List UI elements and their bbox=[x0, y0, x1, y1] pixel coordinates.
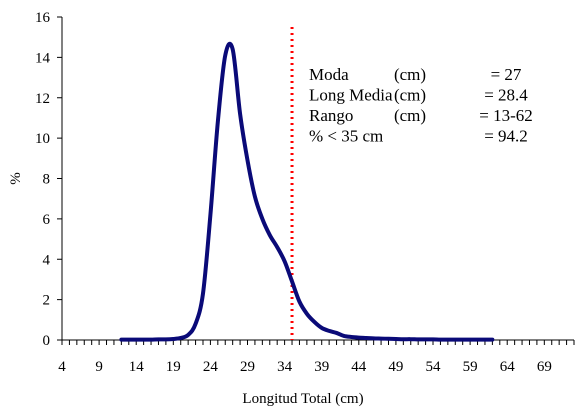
annotation-label: % < 35 cm bbox=[309, 127, 383, 146]
x-tick-label: 14 bbox=[129, 359, 145, 375]
y-tick-label: 16 bbox=[35, 10, 51, 26]
x-tick-label: 29 bbox=[240, 359, 255, 375]
y-tick-label: 8 bbox=[43, 172, 51, 188]
y-axis-ticks: 0 2 4 6 8 10 12 14 16 bbox=[35, 10, 62, 349]
x-tick-label: 49 bbox=[388, 359, 403, 375]
annotation-box: Moda (cm) = 27 Long Media (cm) = 28.4 Rango (cm… bbox=[309, 65, 533, 146]
annotation-label: Rango bbox=[309, 106, 353, 125]
x-tick-label: 64 bbox=[500, 359, 516, 375]
y-tick-label: 0 bbox=[43, 333, 51, 349]
annotation-value: = 13-62 bbox=[479, 106, 533, 125]
x-tick-label: 59 bbox=[463, 359, 478, 375]
x-tick-label: 9 bbox=[95, 359, 103, 375]
annotation-value: = 28.4 bbox=[484, 86, 528, 105]
x-tick-label: 44 bbox=[351, 359, 367, 375]
series-layer bbox=[119, 41, 495, 342]
annotation-unit: (cm) bbox=[394, 86, 426, 105]
x-tick-label: 69 bbox=[537, 359, 552, 375]
y-tick-label: 12 bbox=[35, 91, 50, 107]
x-axis-label: Longitud Total (cm) bbox=[242, 391, 363, 407]
annotation-value: = 94.2 bbox=[484, 127, 528, 146]
x-tick-label: 54 bbox=[426, 359, 442, 375]
annotation-unit: (cm) bbox=[394, 65, 426, 84]
annotation-unit: (cm) bbox=[394, 106, 426, 125]
y-tick-label: 14 bbox=[35, 50, 51, 66]
y-tick-label: 4 bbox=[43, 252, 51, 268]
x-tick-label: 24 bbox=[203, 359, 219, 375]
x-tick-label: 19 bbox=[166, 359, 181, 375]
annotation-label: Moda bbox=[309, 65, 349, 84]
series-line bbox=[119, 41, 495, 342]
y-tick-label: 6 bbox=[43, 212, 51, 228]
x-tick-label: 4 bbox=[58, 359, 66, 375]
y-axis-label: % bbox=[8, 172, 24, 185]
y-tick-label: 2 bbox=[43, 293, 51, 309]
x-tick-label: 39 bbox=[314, 359, 329, 375]
annotation-label: Long Media bbox=[309, 86, 393, 105]
y-tick-label: 10 bbox=[35, 131, 50, 147]
x-axis-ticks: 4 9 14 19 24 29 34 39 44 49 54 59 64 69 bbox=[58, 340, 575, 375]
x-tick-label: 34 bbox=[277, 359, 293, 375]
annotation-value: = 27 bbox=[491, 65, 522, 84]
